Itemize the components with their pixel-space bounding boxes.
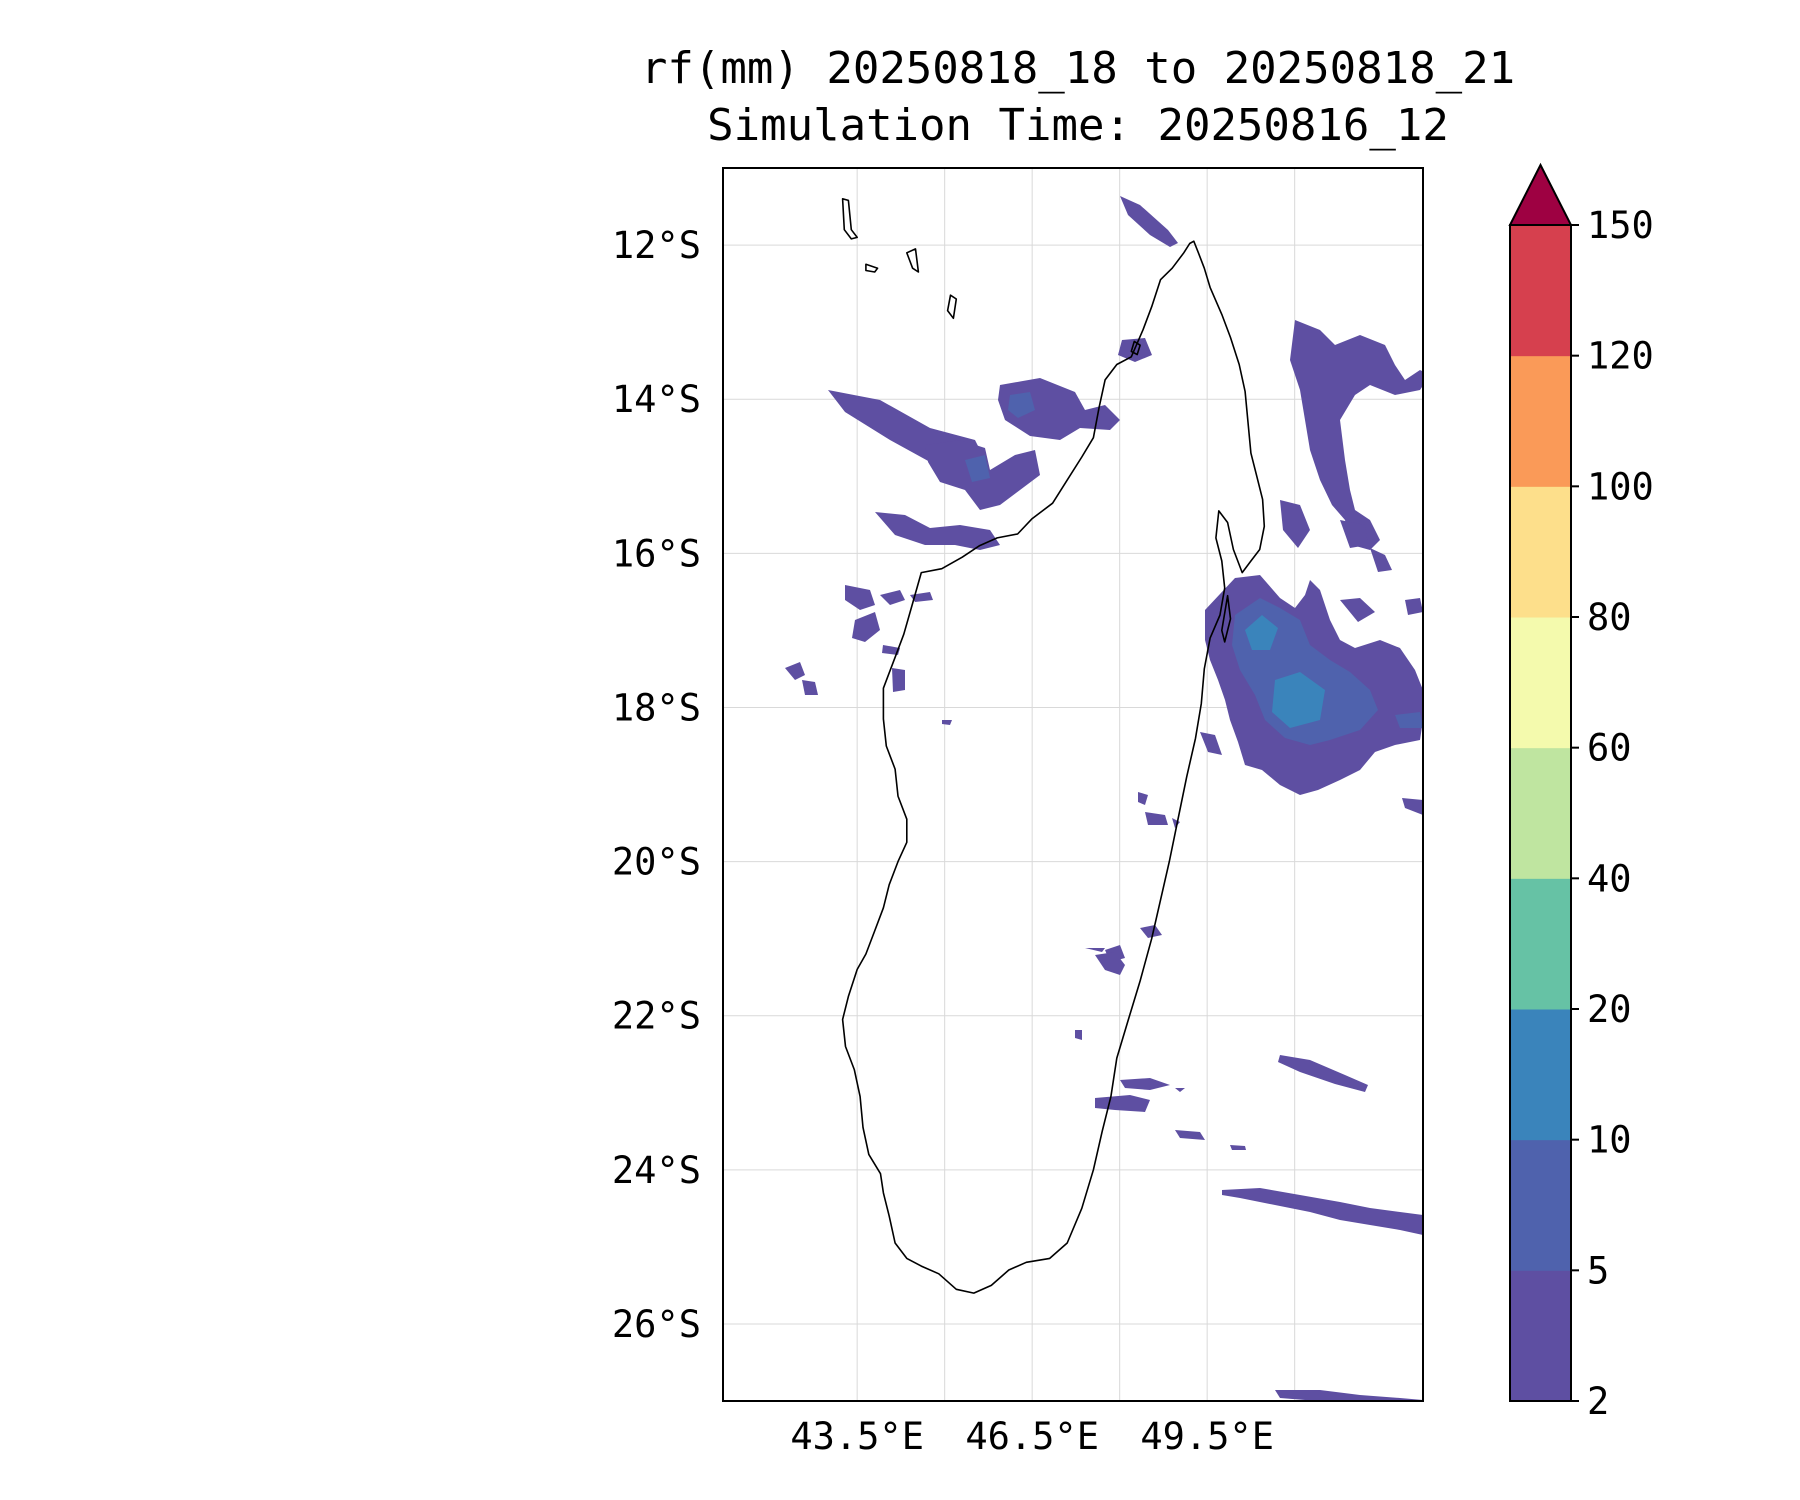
- colorbar-tick-label: 80: [1587, 596, 1632, 639]
- colorbar-tick-label: 60: [1587, 727, 1632, 770]
- rain-patch: [1085, 948, 1105, 952]
- rain-patch: [1370, 548, 1392, 572]
- colorbar: 2 5 10 20 40 60 80 100 120 150: [1508, 162, 1654, 1423]
- rain-patch: [892, 668, 905, 692]
- colorbar-tick-label: 100: [1587, 465, 1654, 508]
- lon-tick-label: 49.5°E: [1140, 1415, 1274, 1458]
- rain-patch: [852, 612, 880, 642]
- latitude-labels: 12°S 14°S 16°S 18°S 20°S 22°S 24°S 26°S: [612, 224, 701, 1346]
- lat-tick-label: 18°S: [612, 686, 701, 729]
- colorbar-extend-arrow: [1508, 162, 1573, 226]
- rain-patch: [1280, 500, 1310, 548]
- rain-patch: [1290, 320, 1423, 550]
- rain-patch: [1245, 615, 1278, 650]
- rain-patch: [1145, 812, 1168, 825]
- lat-tick-label: 12°S: [612, 224, 701, 267]
- colorbar-tick-label: 5: [1587, 1249, 1609, 1292]
- map-frame: [722, 167, 1424, 1402]
- rain-patch: [1175, 1130, 1205, 1140]
- rain-patch: [1275, 1390, 1423, 1401]
- rain-patch: [845, 585, 875, 610]
- lat-tick-label: 20°S: [612, 841, 701, 884]
- colorbar-segment: [1510, 878, 1571, 1010]
- colorbar-tick-label: 2: [1587, 1380, 1609, 1423]
- lat-tick-label: 14°S: [612, 378, 701, 421]
- rain-patch: [1230, 1145, 1246, 1150]
- lat-tick-label: 24°S: [612, 1149, 701, 1192]
- rain-patch: [965, 455, 990, 482]
- rain-patch: [1175, 1088, 1185, 1092]
- rain-patch: [1008, 392, 1035, 418]
- lat-tick-label: 16°S: [612, 532, 701, 575]
- colorbar-segment: [1510, 225, 1571, 357]
- rain-patch: [882, 645, 900, 655]
- rain-patch: [1120, 1078, 1170, 1090]
- colorbar-segment: [1510, 355, 1571, 487]
- island-coastline: [946, 294, 958, 320]
- rain-patch: [880, 590, 905, 605]
- map-area: [723, 168, 1423, 1401]
- rain-patch: [1340, 598, 1375, 622]
- colorbar-segment: [1510, 1270, 1571, 1402]
- rain-patch: [1140, 925, 1162, 938]
- rain-patch: [1172, 818, 1180, 828]
- colorbar-tick-label: 150: [1587, 204, 1654, 247]
- colorbar-segment: [1510, 486, 1571, 618]
- rain-patch: [1222, 1188, 1423, 1235]
- title-line-2: Simulation Time: 20250816_12: [707, 100, 1449, 151]
- island-coastline: [1130, 340, 1141, 356]
- rain-patch: [785, 662, 805, 680]
- island-coastline: [841, 198, 858, 240]
- rain-patch: [1405, 598, 1423, 615]
- rain-patch: [1120, 196, 1178, 247]
- lat-tick-label: 26°S: [612, 1303, 701, 1346]
- rain-patch: [1340, 520, 1368, 548]
- island-coastline: [865, 263, 879, 273]
- colorbar-frame: [1509, 224, 1572, 1402]
- colorbar-tick-label: 120: [1587, 335, 1654, 378]
- rain-patch: [1278, 1055, 1368, 1092]
- rain-patch: [1138, 792, 1148, 805]
- rain-patch: [942, 720, 952, 725]
- lat-tick-label: 22°S: [612, 995, 701, 1038]
- rain-patch: [1095, 952, 1125, 975]
- rainfall-heavy-patches: [1245, 615, 1325, 728]
- madagascar-coastline: [841, 240, 1266, 1294]
- island-coastline: [1221, 594, 1232, 643]
- rain-patch: [1272, 672, 1325, 728]
- rainfall-layer: [785, 196, 1423, 1401]
- colorbar-segment: [1510, 747, 1571, 879]
- rain-patch: [802, 680, 818, 695]
- colorbar-tick-label: 20: [1587, 988, 1632, 1031]
- lon-tick-label: 43.5°E: [790, 1415, 924, 1458]
- colorbar-tick-label: 40: [1587, 857, 1632, 900]
- rain-patch: [1200, 732, 1222, 755]
- rain-patch: [875, 512, 1000, 550]
- rain-patch: [1075, 1030, 1082, 1040]
- lon-tick-label: 46.5°E: [965, 1415, 1099, 1458]
- island-coastline: [906, 248, 920, 273]
- longitude-labels: 43.5°E 46.5°E 49.5°E: [790, 1415, 1274, 1458]
- rain-patch: [1395, 712, 1423, 728]
- coastline-from-coords: [841, 198, 1266, 1294]
- colorbar-segment: [1510, 617, 1571, 749]
- rain-patch: [1402, 798, 1423, 815]
- colorbar-tick-label: 10: [1587, 1119, 1632, 1162]
- title-line-1: rf(mm) 20250818_18 to 20250818_21: [641, 43, 1515, 94]
- colorbar-segment: [1510, 1009, 1571, 1141]
- colorbar-segment: [1510, 1139, 1571, 1271]
